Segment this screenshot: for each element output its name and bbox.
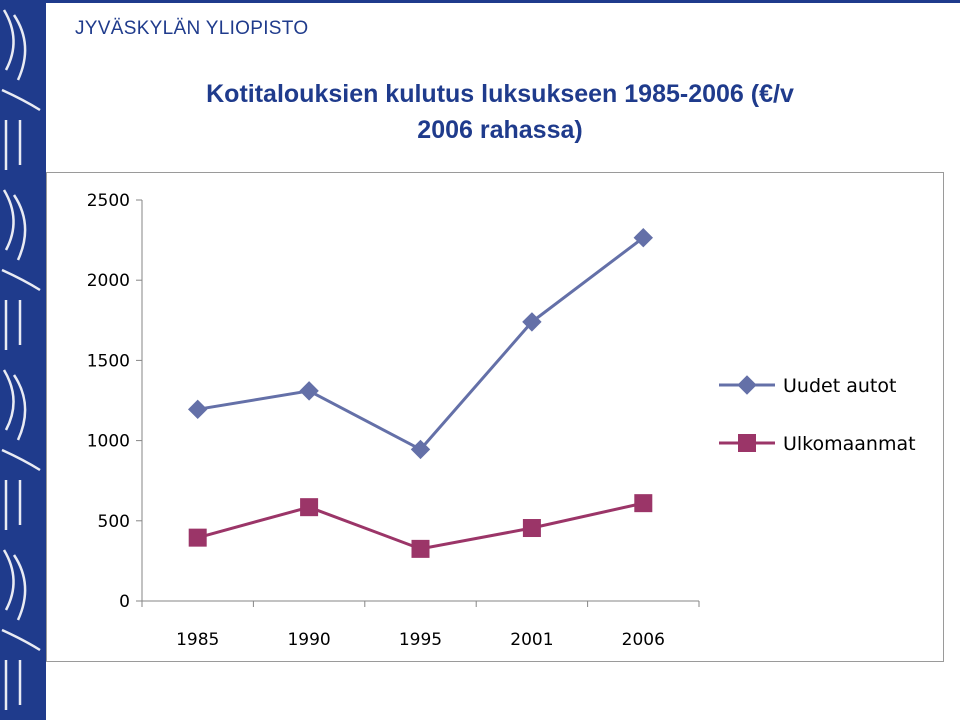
- top-rule: [46, 0, 960, 3]
- series-1-point: [299, 381, 319, 401]
- university-logo-pattern: [1, 9, 41, 710]
- legend-label-2: Ulkomaanmat: [783, 433, 916, 455]
- title-line-2: 2006 rahassa): [417, 116, 583, 144]
- series-2-point: [188, 528, 207, 547]
- y-tick-label: 0: [119, 592, 130, 612]
- series-2-point: [411, 539, 430, 558]
- y-tick-label: 2000: [87, 271, 130, 291]
- title-line-1: Kotitalouksien kulutus luksukseen 1985-2…: [206, 80, 794, 108]
- x-tick-label: 1995: [399, 630, 442, 650]
- x-tick-label: 1985: [176, 630, 219, 650]
- series-line-1: [197, 236, 645, 452]
- series-2-point: [634, 494, 653, 513]
- x-tick-label: 2001: [510, 630, 553, 650]
- slide-title: Kotitalouksien kulutus luksukseen 1985-2…: [100, 76, 900, 148]
- series-1-point: [633, 227, 654, 248]
- legend-label-1: Uudet autot: [783, 375, 896, 397]
- series-1-point: [410, 439, 431, 460]
- x-tick-label: 1990: [287, 630, 330, 650]
- chart-frame: 0 500 1000 1500 2000 2500 1985 1990 1995 2001 2006…: [46, 172, 944, 662]
- legend-marker-2: [738, 434, 756, 452]
- side-brand-bar: [0, 0, 46, 720]
- university-name: JYVÄSKYLÄN YLIOPISTO: [75, 18, 309, 39]
- series-2-point: [522, 519, 541, 538]
- series-1-point: [522, 312, 542, 332]
- series-2-point: [300, 498, 319, 517]
- y-tick-label: 1500: [87, 351, 130, 371]
- line-chart: 0 500 1000 1500 2000 2500 1985 1990 1995 2001 2006…: [87, 191, 916, 650]
- y-tick-label: 2500: [87, 191, 130, 211]
- series-1-point: [187, 399, 208, 420]
- legend-marker-1: [737, 375, 757, 395]
- x-tick-label: 2006: [622, 630, 665, 650]
- y-tick-label: 500: [98, 512, 130, 532]
- y-tick-label: 1000: [87, 432, 130, 452]
